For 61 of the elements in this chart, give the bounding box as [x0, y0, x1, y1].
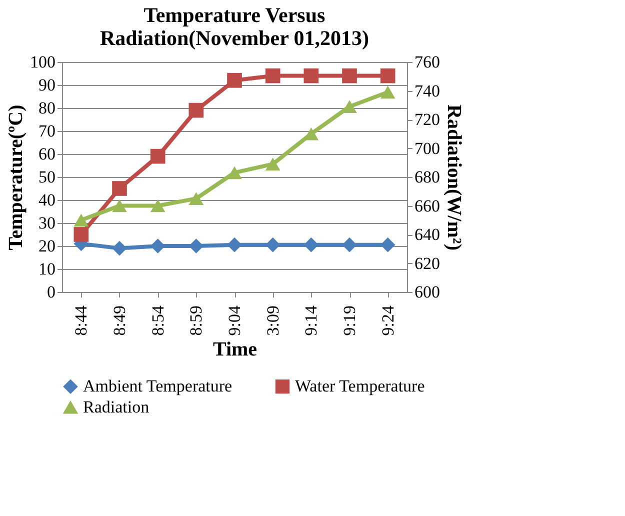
x-tick-label: 9:24	[378, 305, 398, 336]
point	[188, 238, 204, 254]
point	[227, 72, 242, 88]
y2-tick-label: 620	[414, 254, 440, 273]
chart-title: Temperature Versus Radiation(November 01,2013)	[100, 3, 370, 50]
y2-tick-label: 600	[414, 282, 440, 302]
legend-label: Water Temperature	[295, 376, 425, 396]
y-tick-label: 0	[47, 282, 56, 302]
point	[380, 86, 396, 99]
point	[112, 199, 127, 212]
y-tick-label: 70	[38, 122, 56, 140]
point	[342, 237, 357, 252]
y-tick-label: 20	[38, 236, 56, 256]
x-tick-label: 8:49	[110, 306, 129, 336]
point	[304, 237, 319, 252]
point	[342, 100, 357, 113]
y2-tick-label: 700	[414, 138, 440, 158]
point	[265, 237, 280, 252]
y2-tick-label: 680	[414, 168, 440, 186]
point	[265, 68, 280, 84]
y-tick-label: 50	[38, 168, 56, 186]
point	[380, 237, 396, 252]
y2-tick-label: 640	[414, 225, 440, 244]
y-axis-title: Temperature(ºC)	[5, 104, 27, 250]
y2-tick-label: 660	[414, 196, 440, 216]
point	[74, 214, 89, 227]
point	[150, 238, 166, 254]
y-tick-label: 80	[38, 98, 56, 118]
legend-label: Ambient Temperature	[83, 376, 232, 396]
point	[304, 68, 319, 84]
point	[112, 181, 127, 196]
y-tick-label: 100	[30, 52, 56, 72]
y-tick-label: 60	[38, 144, 56, 164]
x-tick-label: 8:44	[72, 305, 91, 336]
x-axis-title: Time	[212, 338, 258, 361]
x-tick-label: 9:04	[225, 305, 244, 336]
x-tick-label: 9:14	[302, 305, 321, 336]
point	[265, 158, 280, 170]
point	[150, 148, 166, 164]
x-tick-label: 3:09	[263, 306, 282, 336]
y-tick-label: 40	[38, 190, 56, 210]
y-tick-label: 30	[38, 214, 56, 232]
legend-label: Radiation	[83, 398, 150, 416]
y2-tick-label: 760	[414, 52, 440, 72]
x-tick-label: 8:59	[186, 306, 206, 336]
point	[227, 166, 242, 180]
point	[188, 102, 204, 118]
y2-tick-label: 720	[414, 110, 440, 129]
point	[74, 227, 89, 242]
point	[188, 192, 204, 205]
y2-tick-label: 740	[414, 81, 440, 100]
x-tick-label: 8:54	[148, 305, 168, 336]
y-tick-label: 90	[38, 76, 56, 94]
point	[227, 237, 242, 252]
point	[342, 68, 357, 84]
x-tick-label: 9:19	[340, 306, 359, 336]
y2-axis-title: Radiation(W/m²)	[443, 104, 465, 250]
point	[150, 199, 166, 212]
point	[380, 68, 396, 84]
y-tick-label: 10	[38, 260, 56, 278]
point	[112, 240, 127, 256]
